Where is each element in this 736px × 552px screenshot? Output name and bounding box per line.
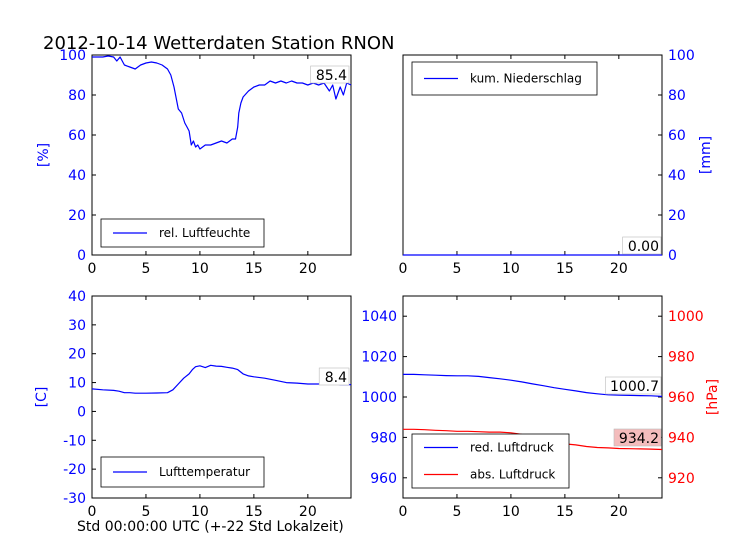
pressure-y-tick-label-right: 940 [668, 430, 695, 446]
pressure-y-tick-label-right: 980 [668, 350, 695, 366]
pressure-y-tick-label-right: 960 [668, 390, 695, 406]
temperature-x-tick-label: 20 [299, 504, 317, 520]
pressure-y-axis-label: [hPa] [705, 379, 721, 415]
temperature-y-tick-label: -20 [63, 462, 86, 478]
precipitation-legend-label: kum. Niederschlag [470, 72, 582, 86]
precipitation-y-tick-label-right: 0 [668, 248, 677, 264]
humidity-panel: 0 5 10 15 20 0 20 40 60 80 100 rel. Luftfeuchte 85.4… [36, 48, 352, 277]
temperature-y-tick-label: 30 [68, 318, 86, 334]
humidity-y-tick-label: 80 [68, 88, 86, 104]
pressure-legend-label: red. Luftdruck [470, 441, 554, 455]
humidity-y-axis-label: [%] [36, 143, 52, 167]
precipitation-x-tick-label: 0 [399, 261, 408, 277]
temperature-y-tick-label: 0 [77, 404, 86, 420]
temperature-y-tick-label: -30 [63, 491, 86, 507]
pressure-x-tick-label: 10 [502, 504, 520, 520]
pressure-y-tick-label-right: 920 [668, 471, 695, 487]
temperature-y-tick-label: 10 [68, 376, 86, 392]
humidity-x-tick-label: 15 [245, 261, 263, 277]
precipitation-x-tick-label: 10 [502, 261, 520, 277]
humidity-x-tick-label: 20 [299, 261, 317, 277]
temperature-x-tick-label: 0 [88, 504, 97, 520]
pressure-annotation-box [613, 428, 662, 447]
pressure-annotation-box [605, 376, 662, 395]
humidity-series-line [92, 55, 352, 150]
humidity-y-tick-label: 100 [59, 48, 86, 64]
pressure-y-tick-label-right: 1000 [668, 309, 704, 325]
precipitation-panel: 0 5 10 15 20 0 20 40 60 80 100 kum. Niederschlag 0.0… [399, 48, 714, 277]
temperature-y-tick-label: 40 [68, 289, 86, 305]
pressure-x-tick-label: 15 [556, 504, 574, 520]
pressure-series-line [403, 373, 663, 397]
pressure-y-tick-label: 1040 [361, 309, 397, 325]
precipitation-y-tick-label-right: 20 [668, 208, 686, 224]
humidity-y-tick-label: 20 [68, 208, 86, 224]
figure-title: 2012-10-14 Wetterdaten Station RNON [43, 33, 394, 54]
pressure-legend-label: abs. Luftdruck [470, 468, 555, 482]
pressure-legend-box [411, 433, 570, 489]
pressure-y-tick-label: 1000 [361, 390, 397, 406]
humidity-y-tick-label: 40 [68, 168, 86, 184]
temperature-series-line [91, 364, 351, 394]
precipitation-y-tick-label-right: 40 [668, 168, 686, 184]
precipitation-annotation-box [622, 236, 662, 255]
precipitation-y-tick-label-right: 80 [668, 88, 686, 104]
temperature-x-tick-label: 10 [191, 504, 209, 520]
humidity-y-tick-label: 0 [77, 248, 86, 264]
pressure-panel: 0 5 10 15 20 960 980 1000 1020 1040 920 940 960 980 10… [361, 295, 721, 520]
humidity-plot-frame [91, 54, 352, 256]
humidity-annotation-box [310, 65, 350, 84]
temperature-annotation-box [318, 367, 350, 386]
precipitation-x-tick-label: 5 [452, 261, 461, 277]
temperature-x-tick-label: 5 [141, 504, 150, 520]
precipitation-x-tick-label: 15 [556, 261, 574, 277]
pressure-annotation: 934.2 [619, 431, 659, 447]
temperature-annotation: 8.4 [325, 370, 347, 386]
pressure-annotation: 1000.7 [610, 379, 659, 395]
humidity-y-tick-label: 60 [68, 128, 86, 144]
temperature-panel: 0 5 10 15 20 -30 -20 -10 0 10 20 30 40 Lufttemperatur… [34, 289, 352, 520]
pressure-x-tick-label: 0 [399, 504, 408, 520]
humidity-x-tick-label: 0 [88, 261, 97, 277]
pressure-y-tick-label: 980 [370, 430, 397, 446]
x-axis-label: Std 00:00:00 UTC (+-22 Std Lokalzeit) [77, 519, 344, 535]
humidity-annotation: 85.4 [316, 68, 347, 84]
temperature-legend-label: Lufttemperatur [159, 465, 250, 479]
precipitation-y-tick-label-right: 60 [668, 128, 686, 144]
precipitation-annotation: 0.00 [628, 239, 659, 255]
pressure-x-tick-label: 20 [610, 504, 628, 520]
temperature-y-tick-label: 20 [68, 347, 86, 363]
humidity-legend-label: rel. Luftfeuchte [159, 226, 250, 240]
humidity-x-tick-label: 5 [141, 261, 150, 277]
pressure-x-tick-label: 5 [452, 504, 461, 520]
humidity-x-tick-label: 10 [191, 261, 209, 277]
temperature-y-axis-label: [C] [34, 387, 50, 408]
temperature-y-tick-label: -10 [63, 433, 86, 449]
temperature-x-tick-label: 15 [245, 504, 263, 520]
pressure-y-tick-label: 1020 [361, 350, 397, 366]
precipitation-x-tick-label: 20 [610, 261, 628, 277]
precipitation-y-axis-label: [mm] [698, 136, 714, 174]
pressure-y-tick-label: 960 [370, 471, 397, 487]
temperature-plot-frame [91, 295, 352, 499]
precipitation-y-tick-label-right: 100 [668, 48, 695, 64]
